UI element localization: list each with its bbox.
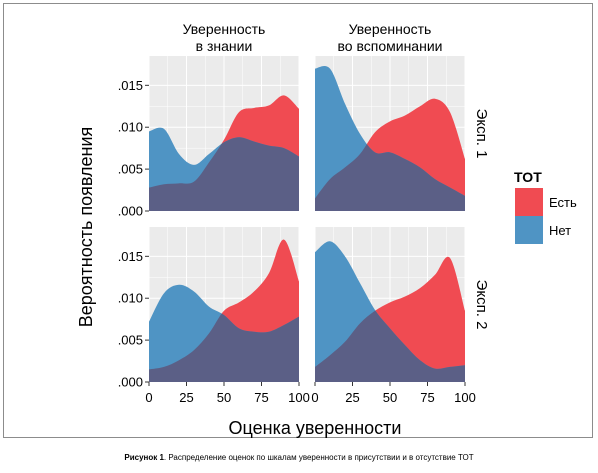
x-tick-label: 50 xyxy=(383,390,397,405)
caption-text: . Распределение оценок по шкалам уверенн… xyxy=(163,453,474,462)
y-tick-label: .015 xyxy=(118,78,143,93)
facet-row-label: Эксп. 1 xyxy=(473,109,490,159)
figure-caption: Рисунок 1. Распределение оценок по шкала… xyxy=(0,453,598,463)
density-area-overlap xyxy=(149,127,299,211)
figure-frame: .000 .005 .010 .015 .000 .005 .010 .015 0 25 50 75 1… xyxy=(3,3,593,438)
y-tick-label: .000 xyxy=(118,204,143,219)
x-axis-label: Оценка уверенности xyxy=(229,418,402,438)
density-area-overlap xyxy=(315,98,465,211)
x-tick-label: 0 xyxy=(311,390,318,405)
facet-column-label: Уверенность во вспоминании xyxy=(338,21,443,54)
legend-title: TOT xyxy=(514,169,542,185)
x-tick-label: 75 xyxy=(254,390,268,405)
legend-label: Есть xyxy=(549,195,577,210)
x-tick-label: 0 xyxy=(145,390,152,405)
x-tick-label: 50 xyxy=(217,390,231,405)
x-tick-label: 100 xyxy=(454,390,476,405)
y-tick-label: .005 xyxy=(118,162,143,177)
caption-label: Рисунок 1 xyxy=(124,453,164,462)
panel-density-group xyxy=(149,239,299,382)
y-tick-label: .000 xyxy=(118,375,143,390)
y-tick-label: .010 xyxy=(118,291,143,306)
y-axis-label: Вероятность появления xyxy=(76,127,96,328)
panel-density-group xyxy=(149,95,299,211)
x-tick-label: 75 xyxy=(420,390,434,405)
x-tick-label: 100 xyxy=(288,390,310,405)
facet-column-label: Уверенность в знании xyxy=(183,21,266,54)
panel-density-group xyxy=(315,65,465,211)
facet-row-label: Эксп. 2 xyxy=(473,280,490,330)
legend-swatch xyxy=(515,188,543,216)
y-tick-label: .010 xyxy=(118,120,143,135)
legend-label: Нет xyxy=(549,223,571,238)
panel-density-group xyxy=(315,241,465,382)
y-tick-label: .005 xyxy=(118,333,143,348)
legend-swatch xyxy=(515,216,543,244)
faceted-density-chart: .000 .005 .010 .015 .000 .005 .010 .015 0 25 50 75 1… xyxy=(76,21,577,438)
x-tick-label: 25 xyxy=(345,390,359,405)
x-tick-label: 25 xyxy=(179,390,193,405)
y-tick-label: .015 xyxy=(118,249,143,264)
